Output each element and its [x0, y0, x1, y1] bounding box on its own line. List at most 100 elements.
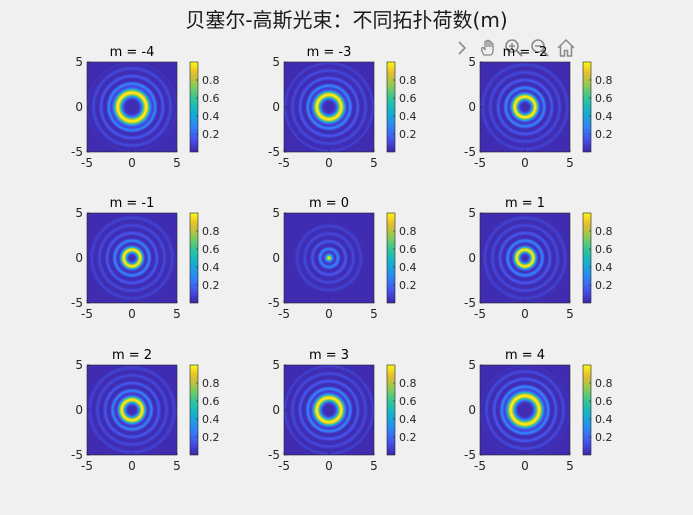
x-tick-label: -5: [474, 156, 486, 170]
colorbar-tick-label: 0.8: [202, 74, 220, 87]
colorbar-tick-label: 0.8: [202, 377, 220, 390]
x-tick-label: 0: [128, 307, 136, 321]
x-tick-label: 0: [325, 307, 333, 321]
axes-toolbar: [450, 36, 578, 60]
y-tick-label: 0: [468, 251, 476, 265]
heatmap-intensity-1: [480, 213, 570, 303]
y-tick-label: -5: [464, 448, 476, 462]
colorbar-tick-label: 0.4: [595, 110, 613, 123]
subplot-title: m = 1: [505, 196, 545, 211]
colorbar: [386, 61, 396, 153]
x-tick-label: 5: [370, 156, 378, 170]
heatmap-intensity--3: [284, 62, 374, 152]
y-tick-label: 0: [272, 403, 280, 417]
heatmap-intensity--4: [87, 62, 177, 152]
x-tick-label: 5: [566, 307, 574, 321]
colorbar-tick-label: 0.2: [595, 128, 613, 141]
y-tick-label: 5: [468, 55, 476, 69]
colorbar-tick-label: 0.8: [595, 74, 613, 87]
subplot-title: m = -3: [307, 45, 352, 60]
colorbar-tick-label: 0.2: [202, 128, 220, 141]
colorbar-tick-label: 0.8: [399, 225, 417, 238]
x-tick-label: -5: [81, 459, 93, 473]
heatmap-intensity--1: [87, 213, 177, 303]
colorbar-tick-label: 0.6: [595, 92, 613, 105]
colorbar-tick-label: 0.6: [595, 243, 613, 256]
x-tick-label: 0: [325, 156, 333, 170]
colorbar-tick-label: 0.8: [399, 377, 417, 390]
y-tick-label: 5: [468, 206, 476, 220]
colorbar-tick-label: 0.4: [202, 261, 220, 274]
y-tick-label: 0: [468, 100, 476, 114]
x-tick-label: -5: [81, 156, 93, 170]
y-tick-label: 0: [75, 251, 83, 265]
y-tick-label: -5: [268, 448, 280, 462]
x-tick-label: 5: [566, 459, 574, 473]
subplot-title: m = -1: [110, 196, 155, 211]
subplot-title: m = 3: [309, 348, 349, 363]
subplot-title: m = 0: [309, 196, 349, 211]
x-tick-label: 0: [521, 459, 529, 473]
x-tick-label: 0: [521, 156, 529, 170]
y-tick-label: -5: [268, 296, 280, 310]
x-tick-label: -5: [474, 459, 486, 473]
y-tick-label: 5: [75, 206, 83, 220]
pan-hand-icon[interactable]: [476, 36, 500, 60]
y-tick-label: 0: [75, 403, 83, 417]
x-tick-label: -5: [278, 156, 290, 170]
colorbar-tick-label: 0.2: [399, 431, 417, 444]
colorbar-tick-label: 0.4: [399, 261, 417, 274]
colorbar-tick-label: 0.8: [595, 225, 613, 238]
y-tick-label: 5: [468, 358, 476, 372]
x-tick-label: -5: [81, 307, 93, 321]
colorbar-tick-label: 0.2: [595, 279, 613, 292]
colorbar: [582, 212, 592, 304]
colorbar-tick-label: 0.4: [202, 413, 220, 426]
colorbar-tick-label: 0.4: [399, 413, 417, 426]
y-tick-label: -5: [71, 145, 83, 159]
y-tick-label: 0: [75, 100, 83, 114]
colorbar-tick-label: 0.2: [399, 128, 417, 141]
x-tick-label: 5: [566, 156, 574, 170]
zoom-in-icon[interactable]: [502, 36, 526, 60]
y-tick-label: -5: [71, 296, 83, 310]
colorbar-tick-label: 0.6: [399, 243, 417, 256]
colorbar-tick-label: 0.8: [595, 377, 613, 390]
x-tick-label: 0: [128, 156, 136, 170]
y-tick-label: 5: [272, 55, 280, 69]
x-tick-label: -5: [278, 307, 290, 321]
colorbar: [386, 212, 396, 304]
x-tick-label: 5: [370, 459, 378, 473]
subplot-title: m = -4: [110, 45, 155, 60]
x-tick-label: 5: [173, 459, 181, 473]
colorbar: [189, 212, 199, 304]
colorbar-tick-label: 0.8: [399, 74, 417, 87]
x-tick-label: 5: [370, 307, 378, 321]
y-tick-label: 5: [272, 358, 280, 372]
x-tick-label: 5: [173, 156, 181, 170]
expand-arrow-icon[interactable]: [450, 36, 474, 60]
colorbar: [189, 364, 199, 456]
y-tick-label: 5: [75, 55, 83, 69]
colorbar-tick-label: 0.6: [399, 395, 417, 408]
colorbar: [582, 61, 592, 153]
y-tick-label: -5: [268, 145, 280, 159]
x-tick-label: 5: [173, 307, 181, 321]
colorbar: [189, 61, 199, 153]
zoom-out-icon[interactable]: [528, 36, 552, 60]
x-tick-label: 0: [325, 459, 333, 473]
heatmap-intensity-3: [284, 365, 374, 455]
heatmap-intensity--2: [480, 62, 570, 152]
subplot-title: m = 4: [505, 348, 545, 363]
y-tick-label: -5: [71, 448, 83, 462]
home-icon[interactable]: [554, 36, 578, 60]
y-tick-label: 0: [272, 251, 280, 265]
x-tick-label: 0: [521, 307, 529, 321]
heatmap-intensity-2: [87, 365, 177, 455]
y-tick-label: -5: [464, 145, 476, 159]
y-tick-label: -5: [464, 296, 476, 310]
heatmap-intensity-4: [480, 365, 570, 455]
y-tick-label: 5: [272, 206, 280, 220]
y-tick-label: 0: [272, 100, 280, 114]
x-tick-label: 0: [128, 459, 136, 473]
